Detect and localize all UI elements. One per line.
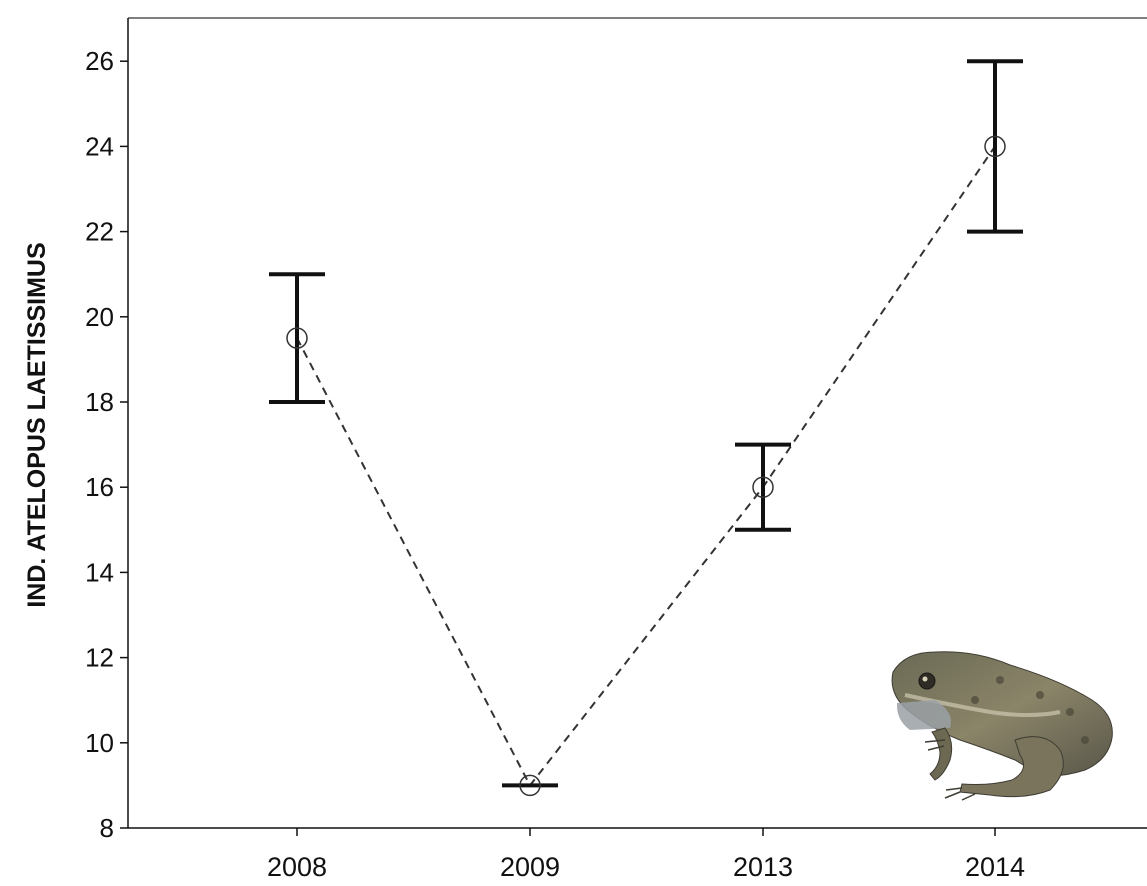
y-tick-label: 22	[85, 217, 114, 247]
y-tick-label: 26	[85, 46, 114, 76]
frog-hind-toes	[944, 787, 976, 801]
data-point	[984, 135, 1006, 158]
frog-toes	[924, 739, 946, 751]
x-tick-label: 2008	[267, 852, 327, 881]
frog-front-leg	[929, 727, 953, 781]
frog-spot	[1081, 736, 1089, 744]
y-tick-label: 18	[85, 387, 114, 417]
y-tick-label: 12	[85, 643, 114, 673]
frog-throat	[896, 700, 951, 730]
x-tick-label: 2014	[965, 852, 1025, 881]
frog-spot	[971, 696, 979, 704]
frog-photo	[891, 651, 1113, 801]
x-tick-label: 2009	[500, 852, 560, 881]
frog-spot	[996, 676, 1004, 684]
x-tick-label: 2013	[733, 852, 793, 881]
y-tick-label: 10	[85, 728, 114, 758]
data-point	[286, 327, 308, 349]
frog-eye-glint	[922, 676, 928, 682]
frog-hind-leg	[959, 736, 1064, 798]
y-tick-label: 20	[85, 302, 114, 332]
y-tick-label: 16	[85, 472, 114, 502]
frog-spot	[1066, 708, 1074, 716]
y-axis-title: IND. ATELOPUS LAETISSIMUS	[23, 242, 51, 607]
data-point	[752, 476, 774, 498]
series-line	[296, 145, 996, 788]
data-point	[519, 774, 541, 797]
y-tick-label: 24	[85, 131, 114, 161]
y-tick-label: 14	[85, 557, 114, 587]
frog-eye	[918, 672, 936, 690]
y-tick-label: 8	[100, 813, 114, 843]
frog-spot	[1036, 691, 1044, 699]
